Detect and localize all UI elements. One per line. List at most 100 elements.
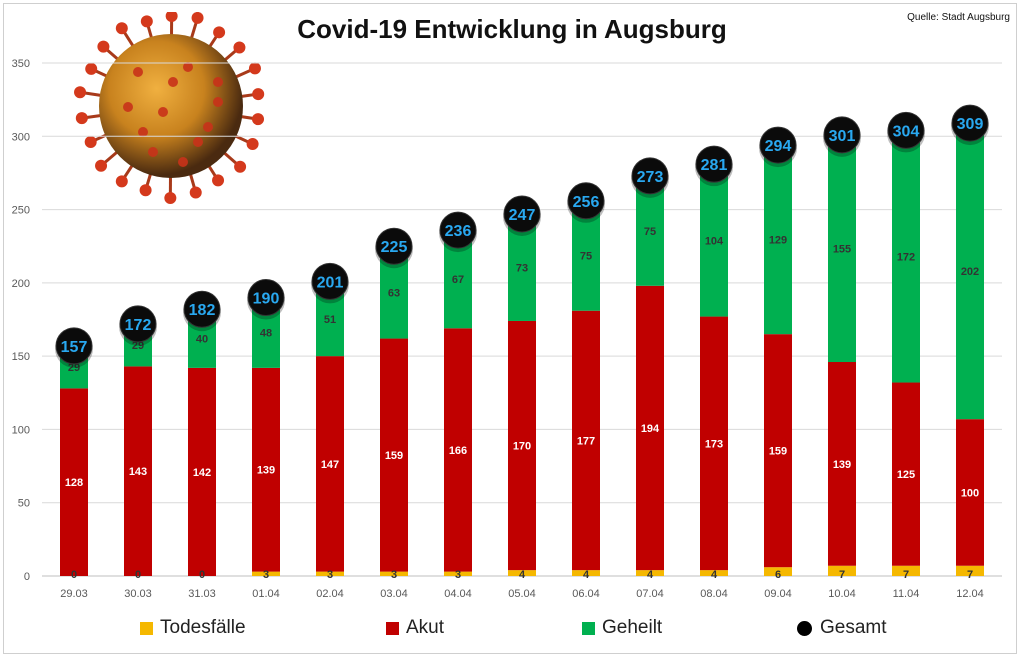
bar-segment-todesfaelle [764,567,792,576]
y-tick-label: 300 [12,131,30,143]
data-label-gesamt: 182 [189,302,216,319]
data-label-todesfaelle: 3 [391,569,397,581]
x-tick-label: 11.04 [893,588,920,600]
data-label-todesfaelle: 3 [263,569,269,581]
bar-segment-akut [252,367,280,572]
chart-frame [3,3,1017,654]
bar-segment-todesfaelle [380,571,408,576]
legend-swatch-gesamt [797,620,812,636]
legend-item-gesamt: Gesamt [797,617,887,639]
bar-segment-akut [700,316,728,571]
data-label-todesfaelle: 7 [903,569,909,581]
total-marker [503,195,541,233]
data-label-geheilt: 40 [196,334,208,346]
total-marker [695,145,733,183]
total-marker [183,290,221,328]
bar-segment-akut [444,328,472,572]
data-label-geheilt: 104 [705,235,724,247]
y-tick-label: 50 [18,498,30,510]
data-label-todesfaelle: 0 [135,569,141,581]
data-label-todesfaelle: 7 [839,569,845,581]
data-label-akut: 194 [641,423,660,435]
data-label-akut: 139 [257,465,275,477]
legend-item-todesfaelle: Todesfälle [140,617,246,639]
bar-segment-akut [956,419,984,566]
data-label-gesamt: 236 [445,223,472,240]
total-marker [375,227,413,265]
total-marker [567,182,605,220]
data-label-geheilt: 202 [961,266,979,278]
data-label-todesfaelle: 4 [647,569,654,581]
data-label-geheilt: 29 [68,362,80,374]
data-label-geheilt: 75 [580,251,592,263]
bar-segment-geheilt [892,130,920,383]
data-label-gesamt: 190 [253,291,280,308]
bar-segment-akut [572,310,600,571]
data-label-geheilt: 63 [388,287,400,299]
x-tick-label: 29.03 [60,588,88,600]
total-marker [823,116,861,154]
data-label-todesfaelle: 0 [71,569,77,581]
y-tick-label: 150 [12,351,30,363]
total-marker [631,157,669,195]
source-note: Quelle: Stadt Augsburg [907,12,1010,23]
y-tick-label: 100 [12,424,30,436]
bar-segment-akut [764,334,792,568]
bar-segment-akut [828,362,856,566]
data-label-akut: 177 [577,435,595,447]
data-label-geheilt: 67 [452,274,464,286]
data-label-akut: 100 [961,487,979,499]
legend-label-akut: Akut [406,617,445,638]
bar-segment-akut [60,388,88,576]
bar-segment-akut [124,366,152,576]
bar-segment-akut [188,367,216,576]
bar-segment-todesfaelle [828,565,856,576]
data-label-todesfaelle: 7 [967,569,973,581]
y-tick-label: 200 [12,278,30,290]
data-label-geheilt: 51 [324,314,336,326]
data-label-gesamt: 309 [957,116,984,133]
data-label-gesamt: 273 [637,169,664,186]
x-tick-label: 12.04 [956,588,984,600]
y-tick-label: 350 [12,58,30,70]
data-label-geheilt: 155 [833,243,851,255]
legend-label-gesamt: Gesamt [820,617,887,638]
total-marker [119,305,157,343]
bar-segment-akut [316,356,344,572]
data-label-todesfaelle: 3 [327,569,333,581]
data-label-akut: 128 [65,477,83,489]
data-label-geheilt: 75 [644,226,656,238]
bar-segment-todesfaelle [316,571,344,576]
data-label-todesfaelle: 4 [583,569,590,581]
total-marker [439,211,477,249]
legend-swatch-akut [386,621,399,635]
legend-label-geheilt: Geheilt [602,617,663,638]
bar-segment-todesfaelle [444,571,472,576]
data-label-geheilt: 48 [260,328,272,340]
x-tick-label: 03.04 [380,588,408,600]
data-label-todesfaelle: 4 [711,569,718,581]
data-label-todesfaelle: 6 [775,569,781,581]
data-label-todesfaelle: 3 [455,569,461,581]
chart-title: Covid-19 Entwicklung in Augsburg [297,14,727,44]
data-label-akut: 159 [769,446,787,458]
data-label-gesamt: 281 [701,157,728,174]
x-tick-label: 04.04 [444,588,472,600]
legend-swatch-geheilt [582,621,595,635]
total-marker [951,104,989,142]
data-label-akut: 143 [129,466,147,478]
legend-item-geheilt: Geheilt [582,617,662,639]
bar-segment-akut [380,338,408,572]
bar-segment-todesfaelle [508,570,536,576]
data-label-akut: 159 [385,450,403,462]
x-tick-label: 06.04 [572,588,600,600]
x-tick-label: 05.04 [508,588,536,600]
bar-segment-todesfaelle [892,565,920,576]
data-label-gesamt: 201 [317,274,344,291]
data-label-akut: 139 [833,459,851,471]
data-label-gesamt: 304 [893,123,920,140]
data-label-akut: 166 [449,445,467,457]
total-marker [311,262,349,300]
data-label-geheilt: 73 [516,262,528,274]
data-label-akut: 173 [705,438,723,450]
